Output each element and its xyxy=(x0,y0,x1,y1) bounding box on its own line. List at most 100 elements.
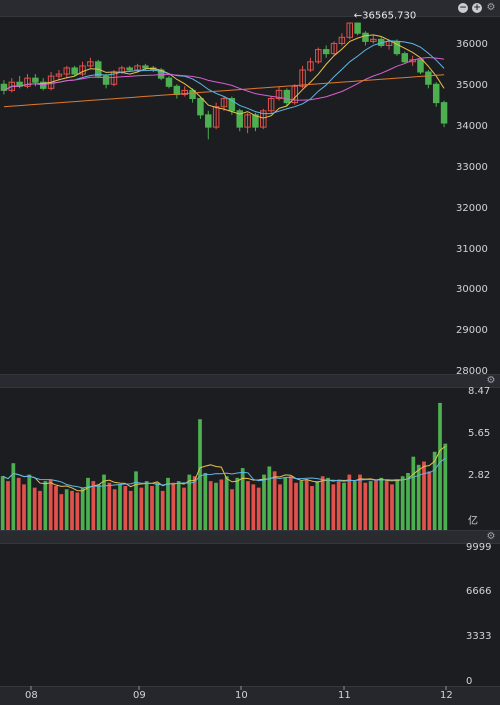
candle-body xyxy=(71,67,78,75)
volume-bar xyxy=(64,489,69,530)
volume-bar xyxy=(139,487,144,530)
candle-body xyxy=(228,98,236,112)
candle-body xyxy=(244,114,251,128)
volume-bar xyxy=(54,486,58,530)
volume-bar xyxy=(379,477,384,530)
volume-bar xyxy=(208,481,213,530)
candle-body xyxy=(338,36,346,44)
volume-bar xyxy=(107,482,112,530)
candle-body xyxy=(370,38,377,42)
indicator-tick-label: 0 xyxy=(466,676,473,687)
volume-bar xyxy=(262,474,266,530)
x-tick-label: 12 xyxy=(440,690,453,701)
volume-bar xyxy=(144,481,149,530)
candle-body xyxy=(189,89,196,100)
candle-body xyxy=(322,49,330,55)
volume-bar xyxy=(166,477,170,530)
candle-body xyxy=(212,106,220,128)
x-tick-label: 10 xyxy=(235,690,248,701)
gear-icon[interactable]: ⚙ xyxy=(486,375,496,386)
candle-body xyxy=(220,98,228,108)
volume-bar xyxy=(406,472,410,530)
volume-bar xyxy=(128,490,133,530)
volume-bar xyxy=(294,482,298,530)
volume-tick-label: 2.82 xyxy=(468,470,491,481)
candle-body xyxy=(181,89,188,95)
volume-ma10-line xyxy=(2,457,446,489)
candle-body xyxy=(401,53,409,63)
volume-bar xyxy=(443,443,448,530)
volume-bar xyxy=(416,464,421,530)
candle-body xyxy=(39,81,47,89)
candle-body xyxy=(346,22,354,38)
high-price-annotation: ←36565.730 xyxy=(354,10,416,21)
candle-body xyxy=(165,77,173,87)
candle-body xyxy=(126,67,133,71)
ma20-line xyxy=(3,57,445,101)
volume-bar xyxy=(6,481,10,530)
volume-bar xyxy=(32,487,37,530)
candle-body xyxy=(79,65,86,75)
price-tick-label: 35000 xyxy=(456,80,488,92)
x-tick-label: 11 xyxy=(338,690,351,701)
candle-body xyxy=(134,65,141,71)
volume-bar xyxy=(203,472,208,530)
volume-bar xyxy=(214,482,218,530)
volume-bar xyxy=(155,482,160,530)
candle-body xyxy=(102,75,110,85)
volume-bar xyxy=(267,466,272,530)
volume-bar xyxy=(352,481,357,530)
volume-bar xyxy=(75,492,80,530)
volume-bar xyxy=(102,474,106,530)
x-axis-bar xyxy=(0,686,500,705)
indicator-tick-label: 6666 xyxy=(466,586,492,597)
candle-body xyxy=(205,114,212,128)
candle-body xyxy=(252,114,259,128)
volume-bar xyxy=(91,481,96,530)
volume-bar xyxy=(198,419,202,530)
price-tick-label: 36000 xyxy=(456,39,488,51)
volume-bar xyxy=(256,487,261,530)
candle-body xyxy=(63,67,71,75)
volume-bar xyxy=(86,477,90,530)
volume-bar xyxy=(342,482,346,530)
volume-bar xyxy=(368,481,373,530)
volume-bar xyxy=(80,487,85,530)
volume-bar xyxy=(310,486,314,530)
price-tick-label: 32000 xyxy=(456,202,488,214)
candle-body xyxy=(385,40,393,46)
candle-body xyxy=(197,98,204,116)
volume-bar xyxy=(160,490,165,530)
chart-toolbar: − + ⚙ xyxy=(0,0,500,17)
volume-bar xyxy=(422,461,426,530)
candle-body xyxy=(307,61,314,71)
price-tick-label: 33000 xyxy=(456,161,488,173)
volume-bar xyxy=(432,451,437,530)
volume-bar xyxy=(187,474,192,530)
plus-circle-icon[interactable]: + xyxy=(472,3,482,13)
volume-bar xyxy=(150,486,154,530)
gear-icon[interactable]: ⚙ xyxy=(486,531,496,542)
candle-body xyxy=(315,49,322,63)
indicator-tick-label: 3333 xyxy=(466,631,492,642)
volume-bar xyxy=(134,471,138,530)
volume-bar xyxy=(182,487,186,530)
volume-tick-label: 8.47 xyxy=(468,386,491,397)
volume-bar xyxy=(123,486,128,530)
candle-body xyxy=(236,110,243,128)
minus-circle-icon[interactable]: − xyxy=(458,3,468,13)
candle-body xyxy=(330,42,338,55)
volume-bar xyxy=(38,490,42,530)
volume-bar xyxy=(395,479,400,530)
volume-bar xyxy=(374,479,378,530)
volume-bar xyxy=(251,484,256,530)
gear-icon[interactable]: ⚙ xyxy=(486,2,496,13)
volume-bar xyxy=(59,494,64,530)
volume-bar xyxy=(235,477,240,530)
volume-tick-label: 5.65 xyxy=(468,428,491,439)
candle-body xyxy=(24,77,31,87)
volume-bar xyxy=(118,484,122,530)
price-tick-label: 34000 xyxy=(456,121,488,133)
candle-body xyxy=(417,59,424,73)
